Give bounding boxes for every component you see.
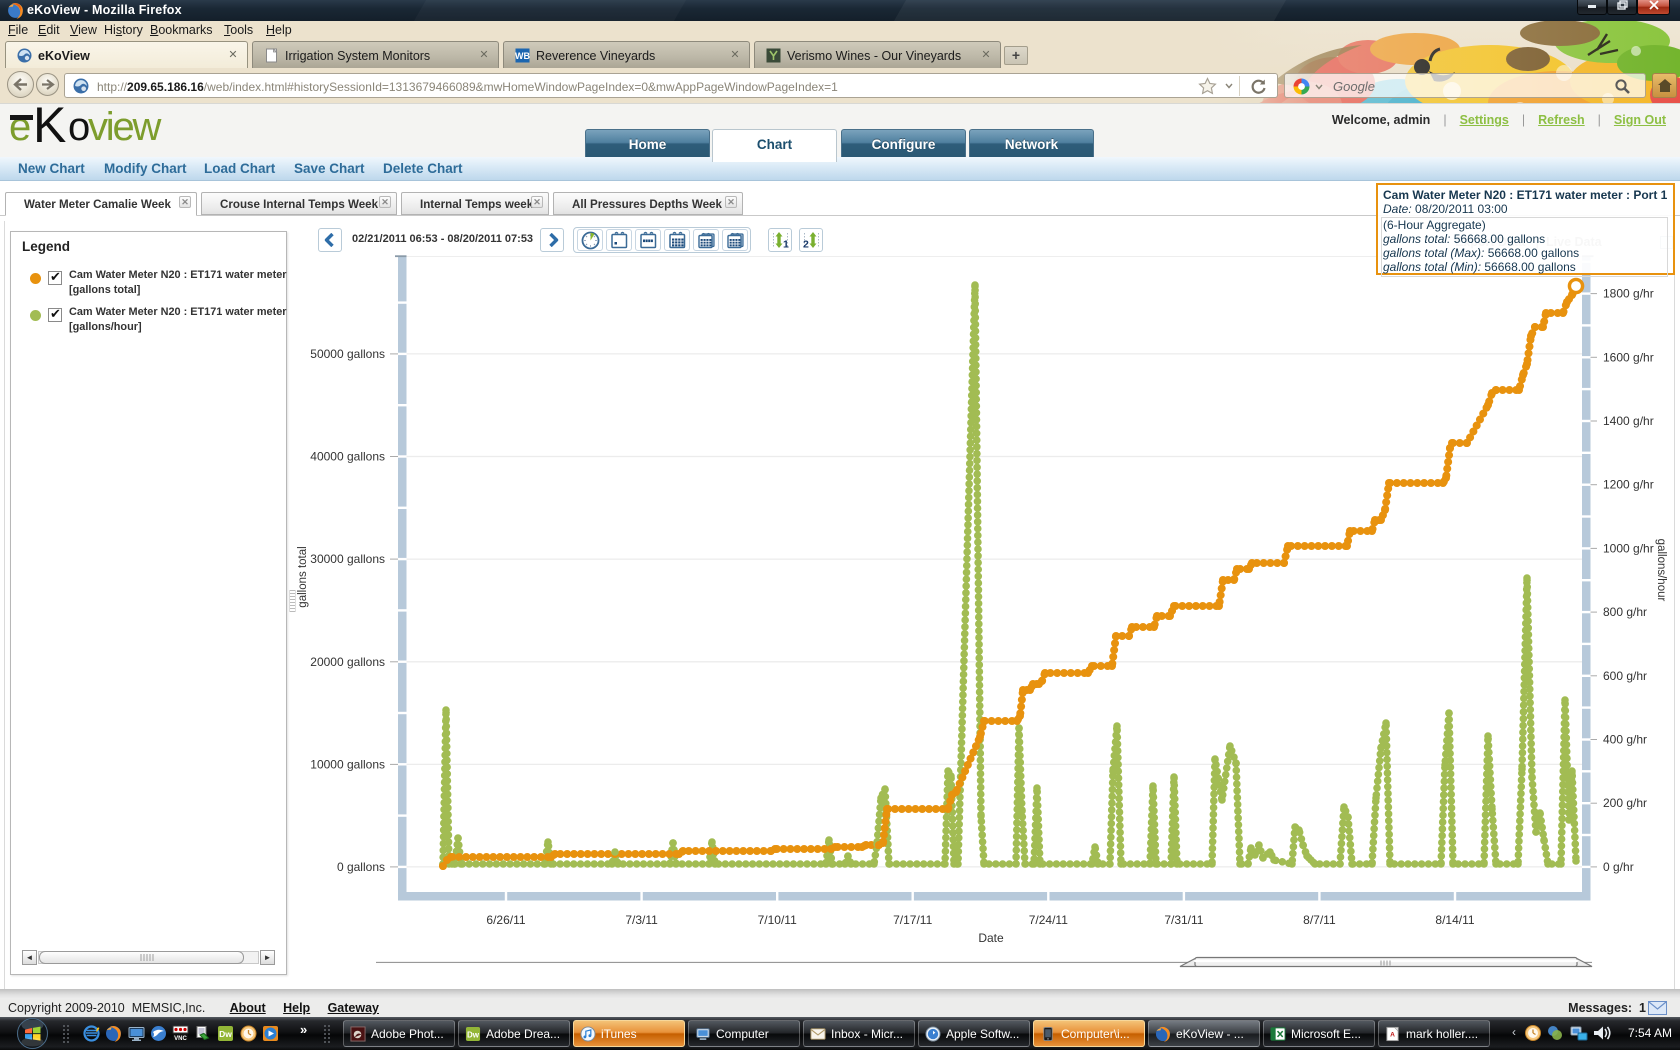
svg-text:1800 g/hr: 1800 g/hr	[1603, 287, 1654, 301]
svg-text:WB: WB	[515, 51, 530, 61]
svg-text:VNC: VNC	[174, 1036, 187, 1042]
svg-text:1400 g/hr: 1400 g/hr	[1603, 414, 1654, 428]
svg-text:1200 g/hr: 1200 g/hr	[1603, 478, 1654, 492]
svg-text:8/14/11: 8/14/11	[1435, 913, 1474, 927]
svg-text:400 g/hr: 400 g/hr	[1603, 733, 1647, 747]
svg-text:1000 g/hr: 1000 g/hr	[1603, 541, 1654, 555]
svg-text:2: 2	[803, 239, 809, 251]
svg-text:50000 gallons: 50000 gallons	[310, 347, 385, 361]
svg-text:gallons/hour: gallons/hour	[1655, 539, 1667, 602]
svg-text:7/17/11: 7/17/11	[893, 913, 932, 927]
svg-text:800 g/hr: 800 g/hr	[1603, 605, 1647, 619]
svg-text:A: A	[1390, 1031, 1395, 1038]
svg-text:gallons total: gallons total	[297, 546, 309, 607]
svg-text:8/7/11: 8/7/11	[1303, 913, 1336, 927]
svg-text:6/26/11: 6/26/11	[486, 913, 525, 927]
svg-text:Date: Date	[978, 931, 1004, 945]
svg-text:10000 gallons: 10000 gallons	[310, 757, 385, 771]
svg-text:7/24/11: 7/24/11	[1029, 913, 1068, 927]
svg-text:7/31/11: 7/31/11	[1164, 913, 1203, 927]
svg-text:0 g/hr: 0 g/hr	[1603, 860, 1634, 874]
svg-text:40000 gallons: 40000 gallons	[310, 450, 385, 464]
svg-text:20000 gallons: 20000 gallons	[310, 655, 385, 669]
svg-text:200 g/hr: 200 g/hr	[1603, 796, 1647, 810]
svg-text:30000 gallons: 30000 gallons	[310, 552, 385, 566]
svg-text:1: 1	[783, 239, 789, 251]
svg-text:600 g/hr: 600 g/hr	[1603, 669, 1647, 683]
svg-text:7/10/11: 7/10/11	[758, 913, 797, 927]
svg-text:1600 g/hr: 1600 g/hr	[1603, 350, 1654, 364]
svg-text:0 gallons: 0 gallons	[337, 860, 385, 874]
svg-text:Dw: Dw	[467, 1030, 480, 1039]
svg-text:7/3/11: 7/3/11	[625, 913, 658, 927]
svg-text:Dw: Dw	[219, 1029, 232, 1039]
